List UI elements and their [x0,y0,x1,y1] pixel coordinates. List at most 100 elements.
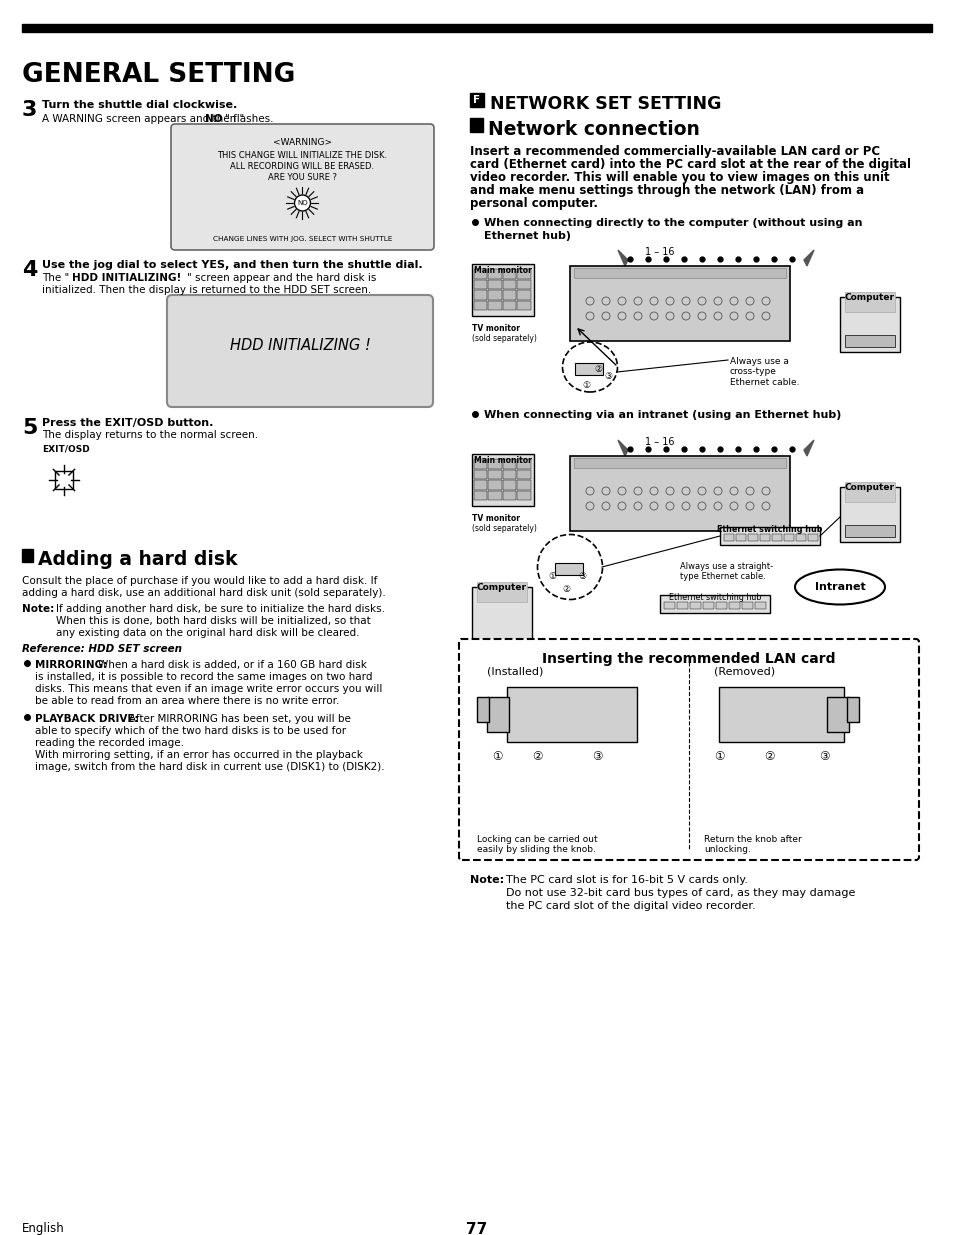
Bar [716,601,726,609]
FancyBboxPatch shape [171,124,434,249]
Text: ②: ② [561,585,570,594]
Text: THIS CHANGE WILL INITIALIZE THE DISK.: THIS CHANGE WILL INITIALIZE THE DISK. [217,151,387,161]
Bar [517,459,531,468]
Bar [476,582,526,601]
Text: ②: ② [594,366,601,374]
Text: 5: 5 [22,417,37,438]
Text: ARE YOU SURE ?: ARE YOU SURE ? [268,173,336,182]
Bar [795,534,805,541]
Bar [502,480,516,489]
Bar [741,601,752,609]
Text: When a hard disk is added, or if a 160 GB hard disk: When a hard disk is added, or if a 160 G… [98,659,367,671]
Text: the PC card slot of the digital video recorder.: the PC card slot of the digital video re… [505,902,755,911]
Text: (sold separately): (sold separately) [472,524,537,534]
Bar [517,469,531,479]
Text: F: F [473,95,480,105]
Text: When this is done, both hard disks will be initialized, so that: When this is done, both hard disks will … [56,616,371,626]
FancyBboxPatch shape [167,295,433,408]
Text: EXIT/OSD: EXIT/OSD [42,445,90,454]
Text: adding a hard disk, use an additional hard disk unit (sold separately).: adding a hard disk, use an additional ha… [22,588,385,598]
Bar [840,487,899,542]
Text: " screen appear and the hard disk is: " screen appear and the hard disk is [187,273,376,283]
Bar [502,269,516,279]
Polygon shape [618,440,627,456]
Bar [488,290,501,300]
Text: video recorder. This will enable you to view images on this unit: video recorder. This will enable you to … [470,170,889,184]
Polygon shape [803,249,813,266]
Text: Intranet: Intranet [814,582,864,592]
Text: MIRRORING:: MIRRORING: [35,659,107,671]
Text: Note:: Note: [22,604,54,614]
Bar [760,534,769,541]
Bar [474,469,487,479]
Text: If adding another hard disk, be sure to initialize the hard disks.: If adding another hard disk, be sure to … [56,604,385,614]
Bar [575,363,602,375]
Bar [517,300,531,310]
Text: ①: ① [547,572,556,580]
Bar [474,490,487,500]
Text: ③: ③ [603,372,612,382]
Text: 1 – 16: 1 – 16 [644,247,674,257]
Bar [677,601,687,609]
FancyBboxPatch shape [458,638,918,860]
Text: (Removed): (Removed) [713,666,774,676]
Bar [846,697,858,722]
Bar [472,454,534,506]
Text: 1 – 16: 1 – 16 [644,437,674,447]
Bar [659,595,769,613]
Bar [488,480,501,489]
Text: " flashes.: " flashes. [225,114,274,124]
Text: ①: ① [581,382,590,390]
Bar [689,601,700,609]
Bar [476,697,489,722]
Text: Reference: HDD SET screen: Reference: HDD SET screen [22,643,182,655]
Text: Computer: Computer [844,293,894,303]
Text: 3: 3 [22,100,37,120]
Polygon shape [803,440,813,456]
Text: Press the EXIT/OSD button.: Press the EXIT/OSD button. [42,417,213,429]
Bar [517,290,531,300]
Bar [502,469,516,479]
Bar [771,534,781,541]
Bar [840,296,899,352]
Bar [470,93,483,107]
Circle shape [294,195,310,211]
Bar [754,601,765,609]
Bar [488,469,501,479]
Text: With mirroring setting, if an error has occurred in the playback: With mirroring setting, if an error has … [35,750,362,760]
Text: Computer: Computer [476,583,526,592]
Bar [506,687,637,742]
Bar [735,534,745,541]
Bar [502,300,516,310]
Bar [844,291,894,312]
Bar [517,269,531,279]
Bar [488,490,501,500]
Text: Use the jog dial to select YES, and then turn the shuttle dial.: Use the jog dial to select YES, and then… [42,261,422,270]
Text: Insert a recommended commercially-available LAN card or PC: Insert a recommended commercially-availa… [470,144,880,158]
Bar [502,290,516,300]
Bar [574,268,785,278]
Text: Turn the shuttle dial clockwise.: Turn the shuttle dial clockwise. [42,100,237,110]
Text: Main monitor: Main monitor [474,456,532,466]
Bar [844,482,894,501]
Text: any existing data on the original hard disk will be cleared.: any existing data on the original hard d… [56,629,359,638]
Bar [488,269,501,279]
Bar [502,279,516,289]
Text: <WARNING>: <WARNING> [273,138,332,147]
Ellipse shape [794,569,884,604]
Bar [488,279,501,289]
Bar [474,480,487,489]
Bar [517,480,531,489]
Text: able to specify which of the two hard disks is to be used for: able to specify which of the two hard di… [35,726,346,736]
Text: (Installed): (Installed) [486,666,543,676]
Text: GENERAL SETTING: GENERAL SETTING [22,62,295,88]
Bar [747,534,758,541]
Text: Inserting the recommended LAN card: Inserting the recommended LAN card [541,652,835,666]
Text: ALL RECORDING WILL BE ERASED.: ALL RECORDING WILL BE ERASED. [231,162,375,170]
Text: CHANGE LINES WITH JOG. SELECT WITH SHUTTLE: CHANGE LINES WITH JOG. SELECT WITH SHUTT… [213,236,392,242]
Text: The display returns to the normal screen.: The display returns to the normal screen… [42,430,258,440]
Text: initialized. Then the display is returned to the HDD SET screen.: initialized. Then the display is returne… [42,285,371,295]
Text: 77: 77 [466,1221,487,1235]
Bar [719,687,843,742]
Text: Network connection: Network connection [488,120,700,140]
